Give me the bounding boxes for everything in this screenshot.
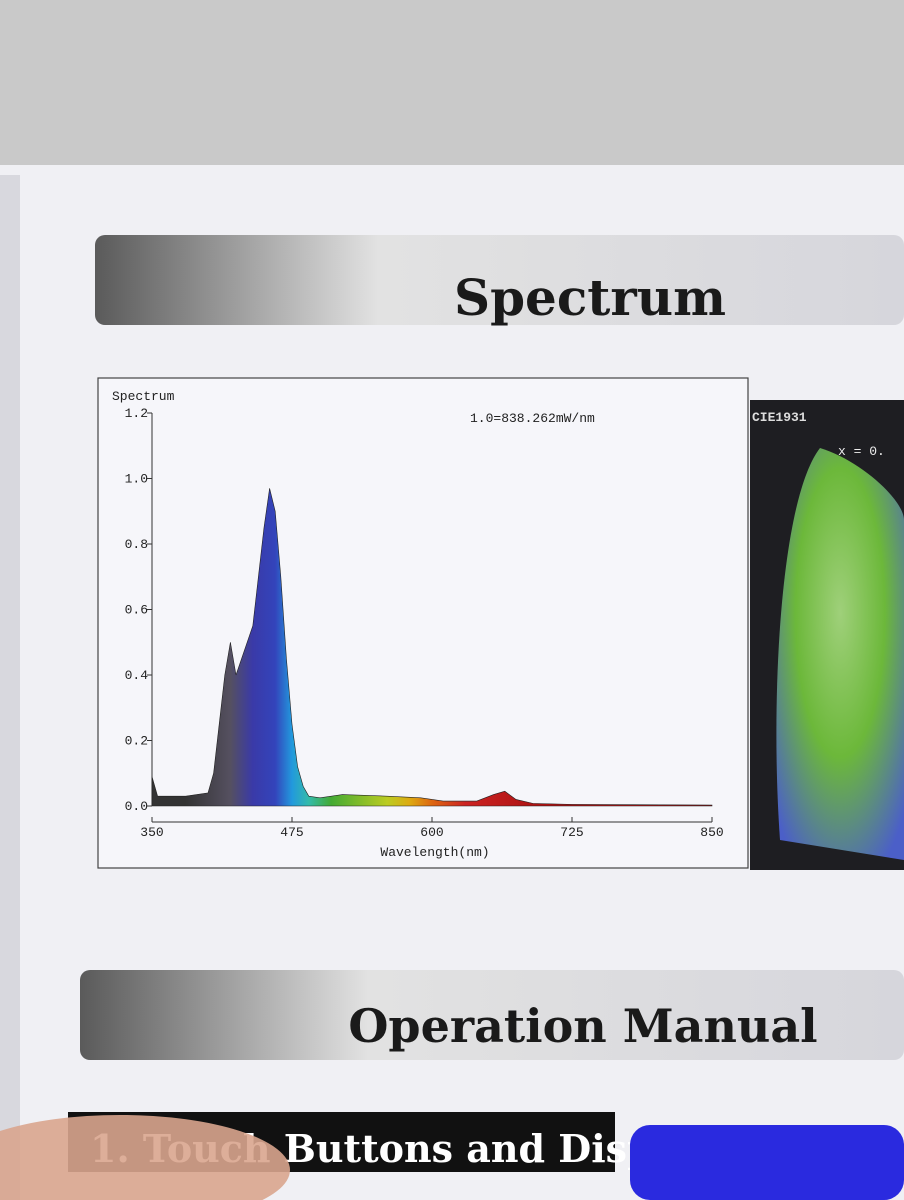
cie-gamut: [776, 448, 904, 860]
spectrum-area: [151, 488, 713, 807]
header-bar: [95, 235, 904, 325]
header-bar: [80, 970, 904, 1060]
x-axis-label: Wavelength(nm): [380, 845, 489, 860]
chart-frame: [97, 377, 749, 869]
y-tick-label: 1.2: [125, 406, 148, 421]
finger: [0, 1115, 290, 1200]
y-tick-label: 0.8: [125, 537, 148, 552]
y-tick-label: 0.4: [125, 668, 149, 683]
y-tick-label: 0.0: [125, 799, 148, 814]
x-tick-label: 475: [280, 825, 303, 840]
y-tick-label: 0.6: [125, 603, 148, 618]
section-title: Spectrum: [454, 268, 726, 327]
annotation: 1.0=838.262mW/nm: [470, 411, 595, 426]
x-tick-label: 850: [700, 825, 723, 840]
binding: [0, 175, 20, 1200]
cie-readout: x = 0.: [838, 444, 885, 459]
section2-title: Operation Manual: [348, 999, 817, 1053]
cie-title: CIE1931: [752, 410, 807, 425]
y-tick-label: 1.0: [125, 472, 148, 487]
x-tick-label: 600: [420, 825, 443, 840]
y-tick-label: 0.2: [125, 734, 148, 749]
x-tick-label: 725: [560, 825, 583, 840]
x-tick-label: 350: [140, 825, 163, 840]
chart-title: Spectrum: [112, 389, 175, 404]
blue-object: [630, 1125, 904, 1200]
